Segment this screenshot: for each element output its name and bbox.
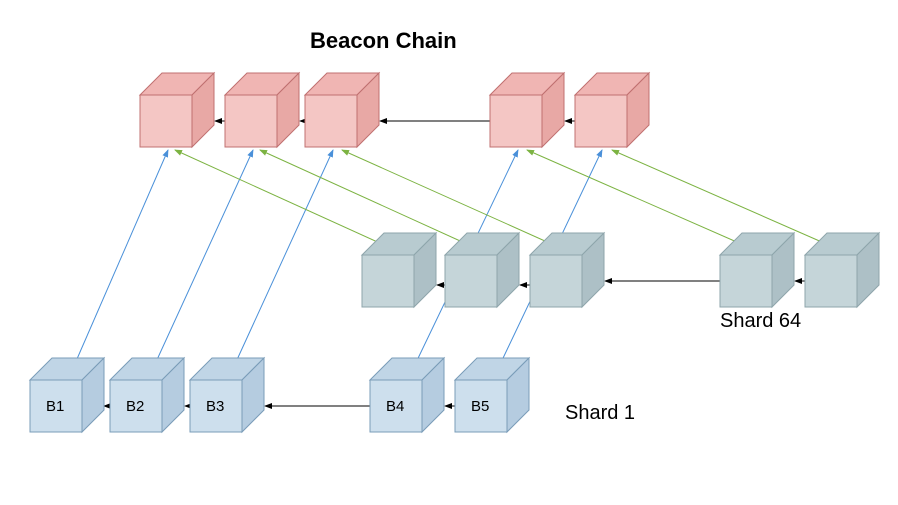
shard1-to-beacon-arrow-2	[230, 150, 333, 375]
shard1-cube-label-1: B2	[126, 398, 144, 415]
beacon-cube-0	[140, 73, 214, 147]
shard1-cube-0	[30, 358, 104, 432]
beacon-chain-title: Beacon Chain	[310, 28, 457, 54]
shard1-cube-label-2: B3	[206, 398, 224, 415]
shard64-cube-4	[805, 233, 879, 307]
shard1-to-beacon-arrow-0	[70, 150, 168, 375]
shard64-cube-2	[530, 233, 604, 307]
beacon-cube-2	[305, 73, 379, 147]
shard1-cube-label-4: B5	[471, 398, 489, 415]
shard1-cube-2	[190, 358, 264, 432]
shard64-cube-0	[362, 233, 436, 307]
shard1-cube-1	[110, 358, 184, 432]
shard64-to-beacon-arrow-1	[260, 150, 480, 250]
shard1-label: Shard 1	[565, 402, 635, 425]
beacon-cube-3	[490, 73, 564, 147]
shard1-cube-4	[455, 358, 529, 432]
beacon-cube-1	[225, 73, 299, 147]
shard1-cube-label-3: B4	[386, 398, 404, 415]
diagram-container: Beacon Chain Shard 1 Shard 64 B1 B2 B3 B4 B5	[0, 0, 898, 505]
shard1-to-beacon-arrow-1	[150, 150, 253, 375]
shard1-cube-label-0: B1	[46, 398, 64, 415]
shard64-to-beacon-arrow-4	[612, 150, 840, 250]
shard64-label: Shard 64	[720, 310, 801, 333]
shard1-cube-3	[370, 358, 444, 432]
shard64-cube-1	[445, 233, 519, 307]
beacon-cube-4	[575, 73, 649, 147]
shard64-to-beacon-arrow-2	[342, 150, 565, 250]
shard64-to-beacon-arrow-0	[175, 150, 395, 250]
diagram-svg	[0, 0, 898, 505]
shard64-cube-3	[720, 233, 794, 307]
